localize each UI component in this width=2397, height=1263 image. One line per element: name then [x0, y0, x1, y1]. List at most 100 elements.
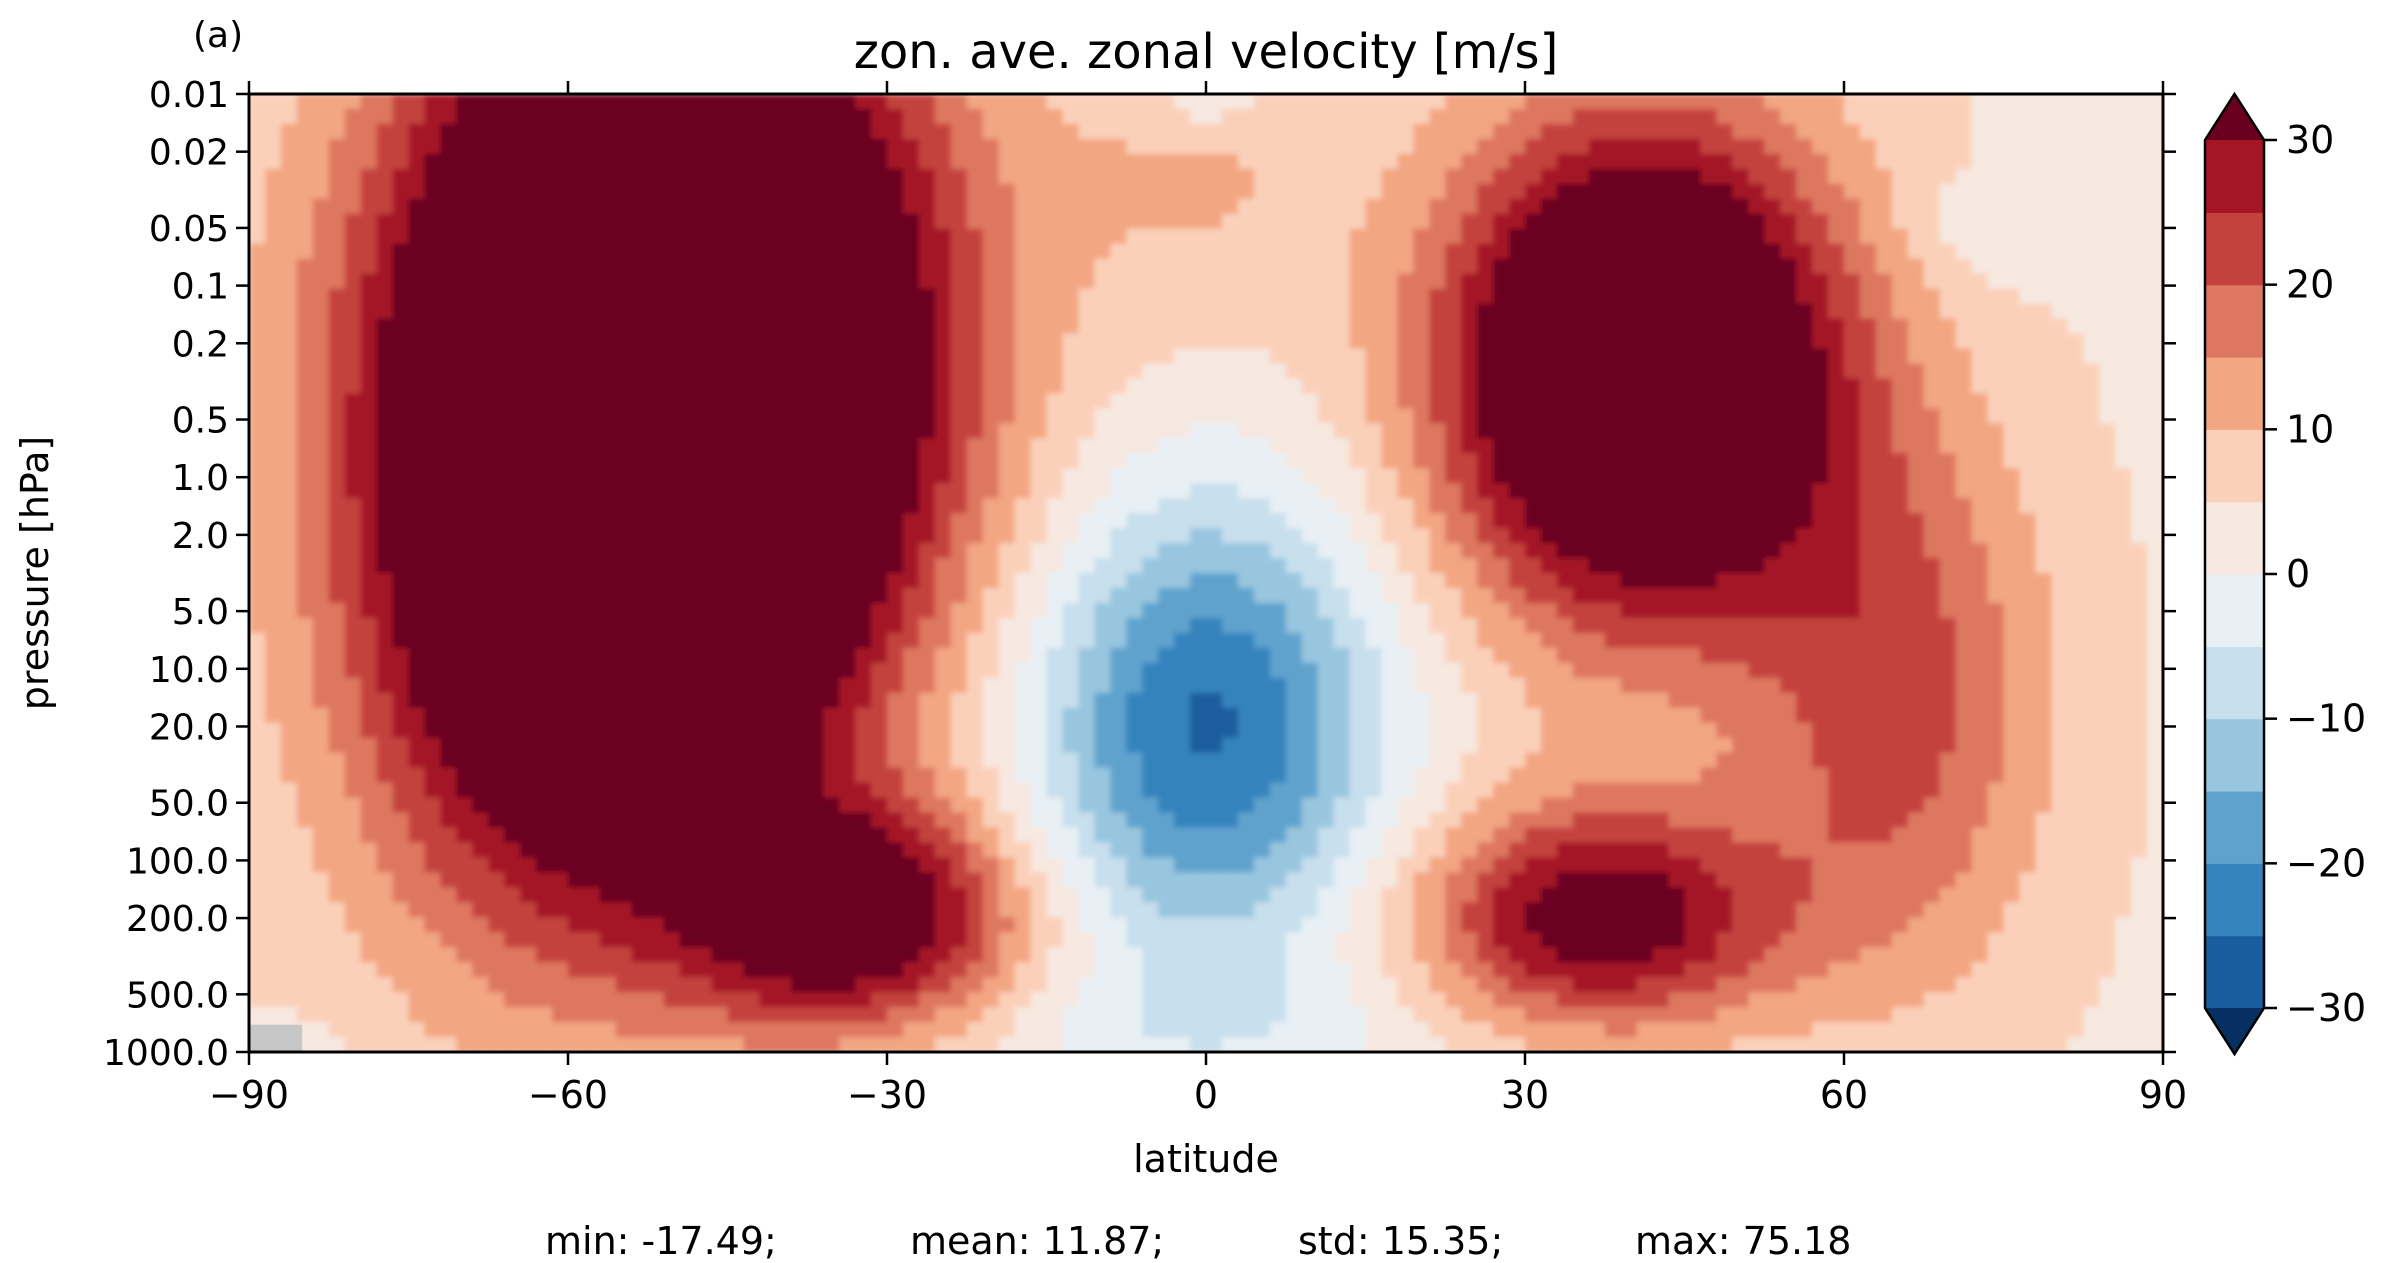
contour-cell: [1078, 333, 1096, 350]
contour-cell: [727, 348, 745, 365]
contour-cell: [1652, 318, 1670, 335]
contour-cell: [1333, 423, 1351, 440]
contour-cell: [887, 258, 904, 275]
contour-cell: [743, 363, 761, 380]
contour-cell: [2051, 558, 2069, 574]
contour-cell: [1365, 423, 1383, 440]
contour-cell: [264, 617, 282, 634]
contour-cell: [328, 363, 346, 380]
contour-cell: [1764, 303, 1781, 320]
contour-cell: [823, 138, 840, 155]
contour-cell: [871, 647, 888, 664]
contour-cell: [1301, 273, 1319, 290]
contour-cell: [727, 333, 745, 350]
contour-cell: [1445, 333, 1462, 350]
contour-cell: [2051, 168, 2069, 185]
contour-cell: [1477, 602, 1494, 619]
contour-cell: [791, 258, 809, 275]
contour-cell: [1445, 363, 1462, 380]
contour-cell: [1572, 378, 1590, 395]
contour-cell: [344, 273, 362, 290]
contour-cell: [1030, 318, 1048, 335]
contour-cell: [249, 498, 266, 514]
contour-cell: [1237, 483, 1255, 499]
contour-cell: [312, 573, 330, 589]
contour-cell: [1397, 573, 1415, 589]
contour-cell: [759, 408, 777, 425]
contour-cell: [775, 692, 793, 709]
contour-cell: [1445, 273, 1462, 290]
contour-cell: [2115, 168, 2132, 185]
contour-cell: [1891, 662, 1909, 679]
contour-cell: [2083, 587, 2100, 604]
contour-cell: [1158, 602, 1175, 619]
contour-cell: [440, 438, 458, 455]
contour-cell: [360, 453, 378, 470]
contour-cell: [2083, 318, 2100, 335]
contour-cell: [599, 453, 617, 470]
contour-cell: [1301, 168, 1319, 185]
contour-cell: [791, 558, 809, 574]
contour-cell: [647, 677, 665, 694]
contour-cell: [1764, 153, 1781, 170]
contour-cell: [520, 498, 537, 514]
contour-cell: [615, 528, 633, 544]
contour-cell: [1397, 258, 1415, 275]
contour-cell: [344, 408, 362, 425]
contour-cell: [871, 198, 888, 215]
contour-cell: [376, 677, 394, 694]
contour-cell: [2035, 662, 2053, 679]
contour-cell: [1971, 243, 1989, 260]
contour-cell: [1301, 348, 1319, 365]
contour-cell: [839, 498, 856, 514]
contour-cell: [520, 258, 537, 275]
contour-cell: [2131, 543, 2148, 559]
contour-cell: [2099, 243, 2116, 260]
contour-cell: [1812, 543, 1829, 559]
contour-cell: [1477, 558, 1494, 574]
contour-cell: [1237, 318, 1255, 335]
contour-cell: [1461, 677, 1478, 694]
contour-cell: [1333, 363, 1351, 380]
contour-cell: [2131, 632, 2148, 649]
contour-cell: [392, 348, 410, 365]
contour-cell: [1381, 168, 1399, 185]
contour-cell: [249, 602, 266, 619]
contour-cell: [1780, 468, 1797, 484]
contour-cell: [2115, 198, 2132, 215]
contour-cell: [663, 558, 681, 574]
contour-cell: [1014, 632, 1032, 649]
contour-cell: [1700, 273, 1718, 290]
contour-cell: [1748, 692, 1766, 709]
contour-cell: [2035, 363, 2053, 380]
contour-cell: [871, 513, 888, 529]
contour-cell: [887, 348, 904, 365]
contour-cell: [647, 587, 665, 604]
contour-cell: [520, 228, 537, 245]
contour-cell: [2019, 183, 2037, 200]
contour-cell: [1285, 647, 1303, 664]
contour-cell: [902, 108, 920, 125]
contour-cell: [1094, 168, 1112, 185]
contour-cell: [264, 408, 282, 425]
contour-cell: [1445, 288, 1462, 305]
contour-cell: [408, 453, 426, 470]
contour-cell: [1285, 617, 1303, 634]
contour-cell: [456, 483, 474, 499]
contour-cell: [1206, 123, 1223, 140]
contour-cell: [759, 617, 777, 634]
contour-cell: [328, 138, 346, 155]
contour-cell: [2019, 243, 2037, 260]
contour-cell: [1445, 543, 1462, 559]
contour-cell: [1540, 258, 1558, 275]
contour-cell: [775, 108, 793, 125]
contour-cell: [1652, 468, 1670, 484]
contour-cell: [1493, 692, 1510, 709]
contour-cell: [950, 632, 968, 649]
contour-cell: [2083, 303, 2100, 320]
contour-cell: [1939, 123, 1957, 140]
contour-cell: [2019, 438, 2037, 455]
contour-cell: [1525, 318, 1542, 335]
contour-cell: [1844, 543, 1861, 559]
contour-cell: [1588, 438, 1606, 455]
